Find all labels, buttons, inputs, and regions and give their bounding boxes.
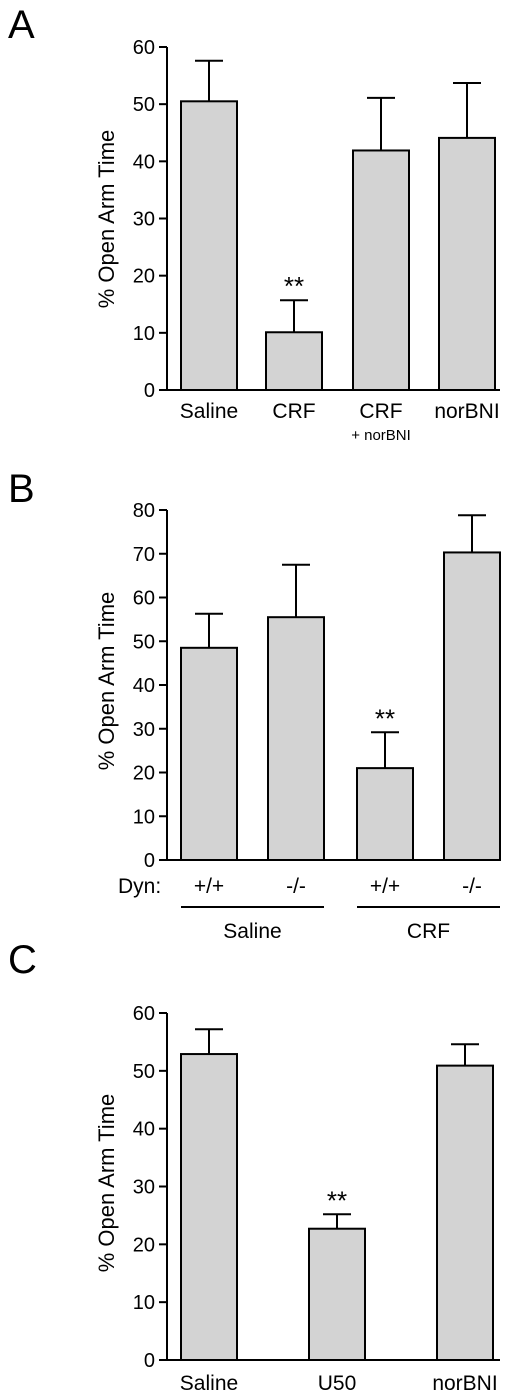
y-tick-label: 60 <box>133 588 155 610</box>
y-tick-label: 30 <box>133 719 155 741</box>
panel-a-y-axis-label: % Open Arm Time <box>94 130 119 309</box>
y-tick-label: 20 <box>133 1234 155 1256</box>
genotype-row-label: Dyn: <box>118 875 161 898</box>
y-tick-label: 60 <box>133 37 155 59</box>
y-tick-label: 10 <box>133 323 155 345</box>
panel-a: A % Open Arm Time 0 10 20 30 40 50 60 Saline ** C… <box>8 3 500 444</box>
y-tick-label: 10 <box>133 806 155 828</box>
bar <box>308 1227 366 1362</box>
x-tick-label: Saline <box>180 1372 238 1395</box>
x-tick-label: +/+ <box>194 875 224 898</box>
y-tick-label: 20 <box>133 763 155 785</box>
group-label: CRF <box>407 920 450 943</box>
bar <box>438 136 496 391</box>
x-tick-label: norBNI <box>434 400 499 423</box>
y-tick-label: 0 <box>144 850 155 872</box>
bar <box>265 331 323 391</box>
y-tick-label: 50 <box>133 94 155 116</box>
x-tick-label: -/- <box>286 875 306 898</box>
bar <box>180 1053 238 1361</box>
bar <box>352 149 410 391</box>
x-tick-label: norBNI <box>432 1372 497 1395</box>
x-tick-label: -/- <box>462 875 482 898</box>
y-tick-label: 50 <box>133 1061 155 1083</box>
bar <box>443 551 501 861</box>
panel-c: C % Open Arm Time 0 10 20 30 40 50 60 Saline ** U… <box>8 938 500 1395</box>
y-tick-label: 0 <box>144 1350 155 1372</box>
panel-b-label: B <box>8 467 35 511</box>
panel-a-label: A <box>8 3 35 47</box>
panel-c-plot: 0 10 20 30 40 50 60 Saline ** U50 norBNI <box>133 1003 500 1395</box>
bar <box>180 100 238 392</box>
y-tick-label: 50 <box>133 631 155 653</box>
group-label: Saline <box>223 920 281 943</box>
bar <box>356 767 414 861</box>
panel-b-plot: 0 10 20 30 40 50 60 70 80 +/+ -/- ** +/+ -/- Dyn: Salin… <box>118 500 501 943</box>
y-tick-label: 30 <box>133 209 155 231</box>
significance-marker: ** <box>327 1185 347 1215</box>
y-tick-label: 10 <box>133 1292 155 1314</box>
y-tick-label: 40 <box>133 1119 155 1141</box>
y-tick-label: 60 <box>133 1003 155 1025</box>
x-tick-label: U50 <box>318 1372 357 1395</box>
y-tick-label: 40 <box>133 151 155 173</box>
x-tick-label: CRF <box>272 400 315 423</box>
panel-c-y-axis-label: % Open Arm Time <box>94 1094 119 1273</box>
panel-b-y-axis-label: % Open Arm Time <box>94 592 119 771</box>
x-tick-label: Saline <box>180 400 238 423</box>
y-tick-label: 40 <box>133 675 155 697</box>
bar <box>180 646 238 861</box>
y-tick-label: 80 <box>133 500 155 522</box>
y-tick-label: 30 <box>133 1177 155 1199</box>
panel-b: B % Open Arm Time 0 10 20 30 40 50 60 70 80 +/+ -/… <box>8 467 501 943</box>
x-tick-label: CRF <box>359 400 402 423</box>
panel-a-plot: 0 10 20 30 40 50 60 Saline ** CRF CRF + norBNI norBN… <box>133 37 500 444</box>
panel-c-label: C <box>8 938 37 982</box>
y-tick-label: 20 <box>133 266 155 288</box>
x-tick-label: +/+ <box>370 875 400 898</box>
bar <box>267 616 325 861</box>
y-tick-label: 0 <box>144 380 155 402</box>
x-tick-sublabel: + norBNI <box>351 427 411 444</box>
bar <box>436 1064 494 1361</box>
significance-marker: ** <box>284 271 304 301</box>
significance-marker: ** <box>375 703 395 733</box>
y-tick-label: 70 <box>133 544 155 566</box>
